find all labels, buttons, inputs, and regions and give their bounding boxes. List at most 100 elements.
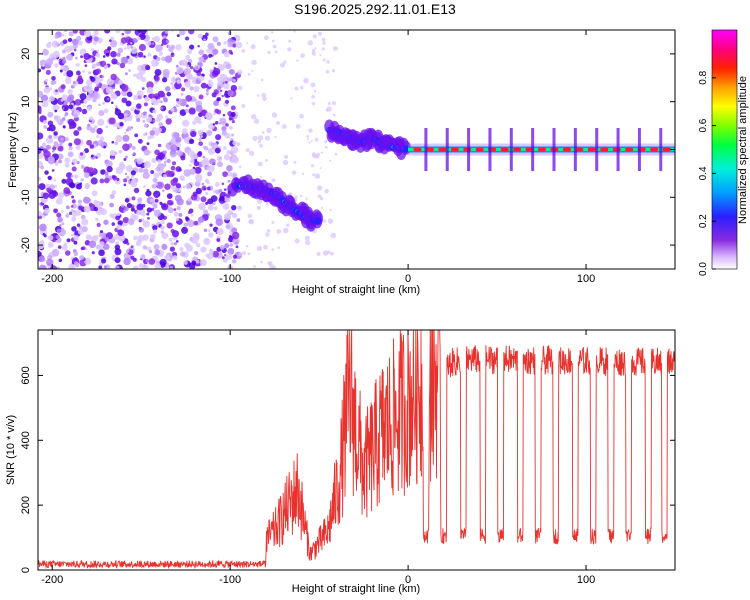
noise-speck <box>170 241 175 246</box>
noise-speck <box>198 94 204 100</box>
noise-speck <box>114 248 122 256</box>
noise-speck <box>64 162 70 168</box>
noise-speck <box>214 189 217 192</box>
noise-speck <box>87 106 92 111</box>
noise-speck <box>67 151 74 158</box>
noise-speck <box>74 99 82 106</box>
noise-speck <box>235 245 239 249</box>
noise-speck <box>195 242 201 248</box>
noise-speck <box>111 58 118 65</box>
noise-speck <box>93 40 98 45</box>
noise-speck <box>257 161 263 167</box>
noise-speck <box>124 118 128 123</box>
noise-speck <box>308 128 313 133</box>
noise-speck <box>216 41 221 46</box>
noise-speck <box>247 252 251 256</box>
noise-speck <box>66 96 74 103</box>
noise-speck <box>161 77 168 83</box>
noise-speck <box>320 151 323 154</box>
spectrogram-x-tick-label: -100 <box>219 273 241 285</box>
noise-speck <box>170 178 178 186</box>
noise-speck <box>86 139 92 146</box>
noise-speck <box>132 257 137 262</box>
noise-speck <box>238 252 243 257</box>
noise-speck <box>216 96 221 102</box>
noise-speck <box>154 249 161 256</box>
noise-speck <box>188 30 195 35</box>
noise-speck <box>114 241 120 246</box>
noise-speck <box>83 99 88 104</box>
noise-speck <box>168 237 173 242</box>
noise-speck <box>317 185 323 191</box>
noise-speck <box>179 247 184 252</box>
noise-speck <box>55 89 58 93</box>
noise-speck <box>147 216 150 220</box>
noise-speck <box>197 45 200 48</box>
noise-speck <box>138 218 142 223</box>
noise-speck <box>122 217 129 224</box>
noise-speck <box>222 171 228 178</box>
noise-speck <box>62 125 66 129</box>
noise-speck <box>67 118 75 126</box>
noise-speck <box>79 255 85 261</box>
noise-speck <box>96 222 101 227</box>
noise-speck <box>38 255 45 262</box>
noise-speck <box>49 265 58 269</box>
noise-speck <box>103 145 106 149</box>
noise-speck <box>204 191 209 196</box>
noise-speck <box>189 168 196 175</box>
noise-speck <box>193 85 200 93</box>
noise-speck <box>83 172 90 178</box>
noise-speck <box>189 164 192 167</box>
noise-speck <box>52 104 60 112</box>
noise-speck <box>133 235 138 241</box>
noise-speck <box>245 244 249 248</box>
noise-speck <box>247 213 253 219</box>
noise-speck <box>117 47 124 54</box>
noise-speck <box>59 118 64 123</box>
noise-speck <box>257 135 264 141</box>
noise-speck <box>75 144 81 150</box>
noise-speck <box>156 127 163 133</box>
noise-speck <box>38 250 41 254</box>
noise-speck <box>245 41 249 44</box>
noise-speck <box>176 66 184 75</box>
noise-speck <box>276 120 281 125</box>
noise-speck <box>253 118 260 124</box>
noise-speck <box>157 163 165 171</box>
noise-speck <box>198 75 205 82</box>
noise-speck <box>42 119 48 125</box>
noise-speck <box>53 178 57 182</box>
noise-speck <box>80 178 84 182</box>
noise-speck <box>150 97 157 104</box>
noise-speck <box>82 69 85 73</box>
noise-speck <box>108 39 112 42</box>
noise-speck <box>185 94 193 102</box>
noise-speck <box>74 174 79 179</box>
noise-speck <box>102 55 106 58</box>
noise-speck <box>111 157 114 161</box>
noise-speck <box>111 174 116 179</box>
steady-line-peak <box>438 147 447 152</box>
noise-speck <box>242 251 247 256</box>
noise-speck <box>205 91 209 95</box>
noise-speck <box>230 52 234 55</box>
noise-speck <box>72 83 77 87</box>
snr-x-tick-label: -200 <box>41 574 63 586</box>
noise-speck <box>206 166 211 171</box>
noise-speck <box>173 211 179 217</box>
noise-speck <box>41 142 46 147</box>
noise-speck <box>60 84 66 90</box>
noise-speck <box>241 49 246 53</box>
noise-speck <box>46 127 51 132</box>
noise-speck <box>91 190 98 197</box>
noise-speck <box>164 55 173 63</box>
snr-y-axis-label: SNR (10 * v/v) <box>5 415 17 485</box>
noise-speck <box>301 172 305 175</box>
noise-speck <box>120 56 129 64</box>
noise-speck <box>118 234 126 242</box>
noise-speck <box>154 198 159 203</box>
noise-speck <box>330 232 337 239</box>
noise-speck <box>99 60 107 68</box>
noise-speck <box>56 228 61 233</box>
